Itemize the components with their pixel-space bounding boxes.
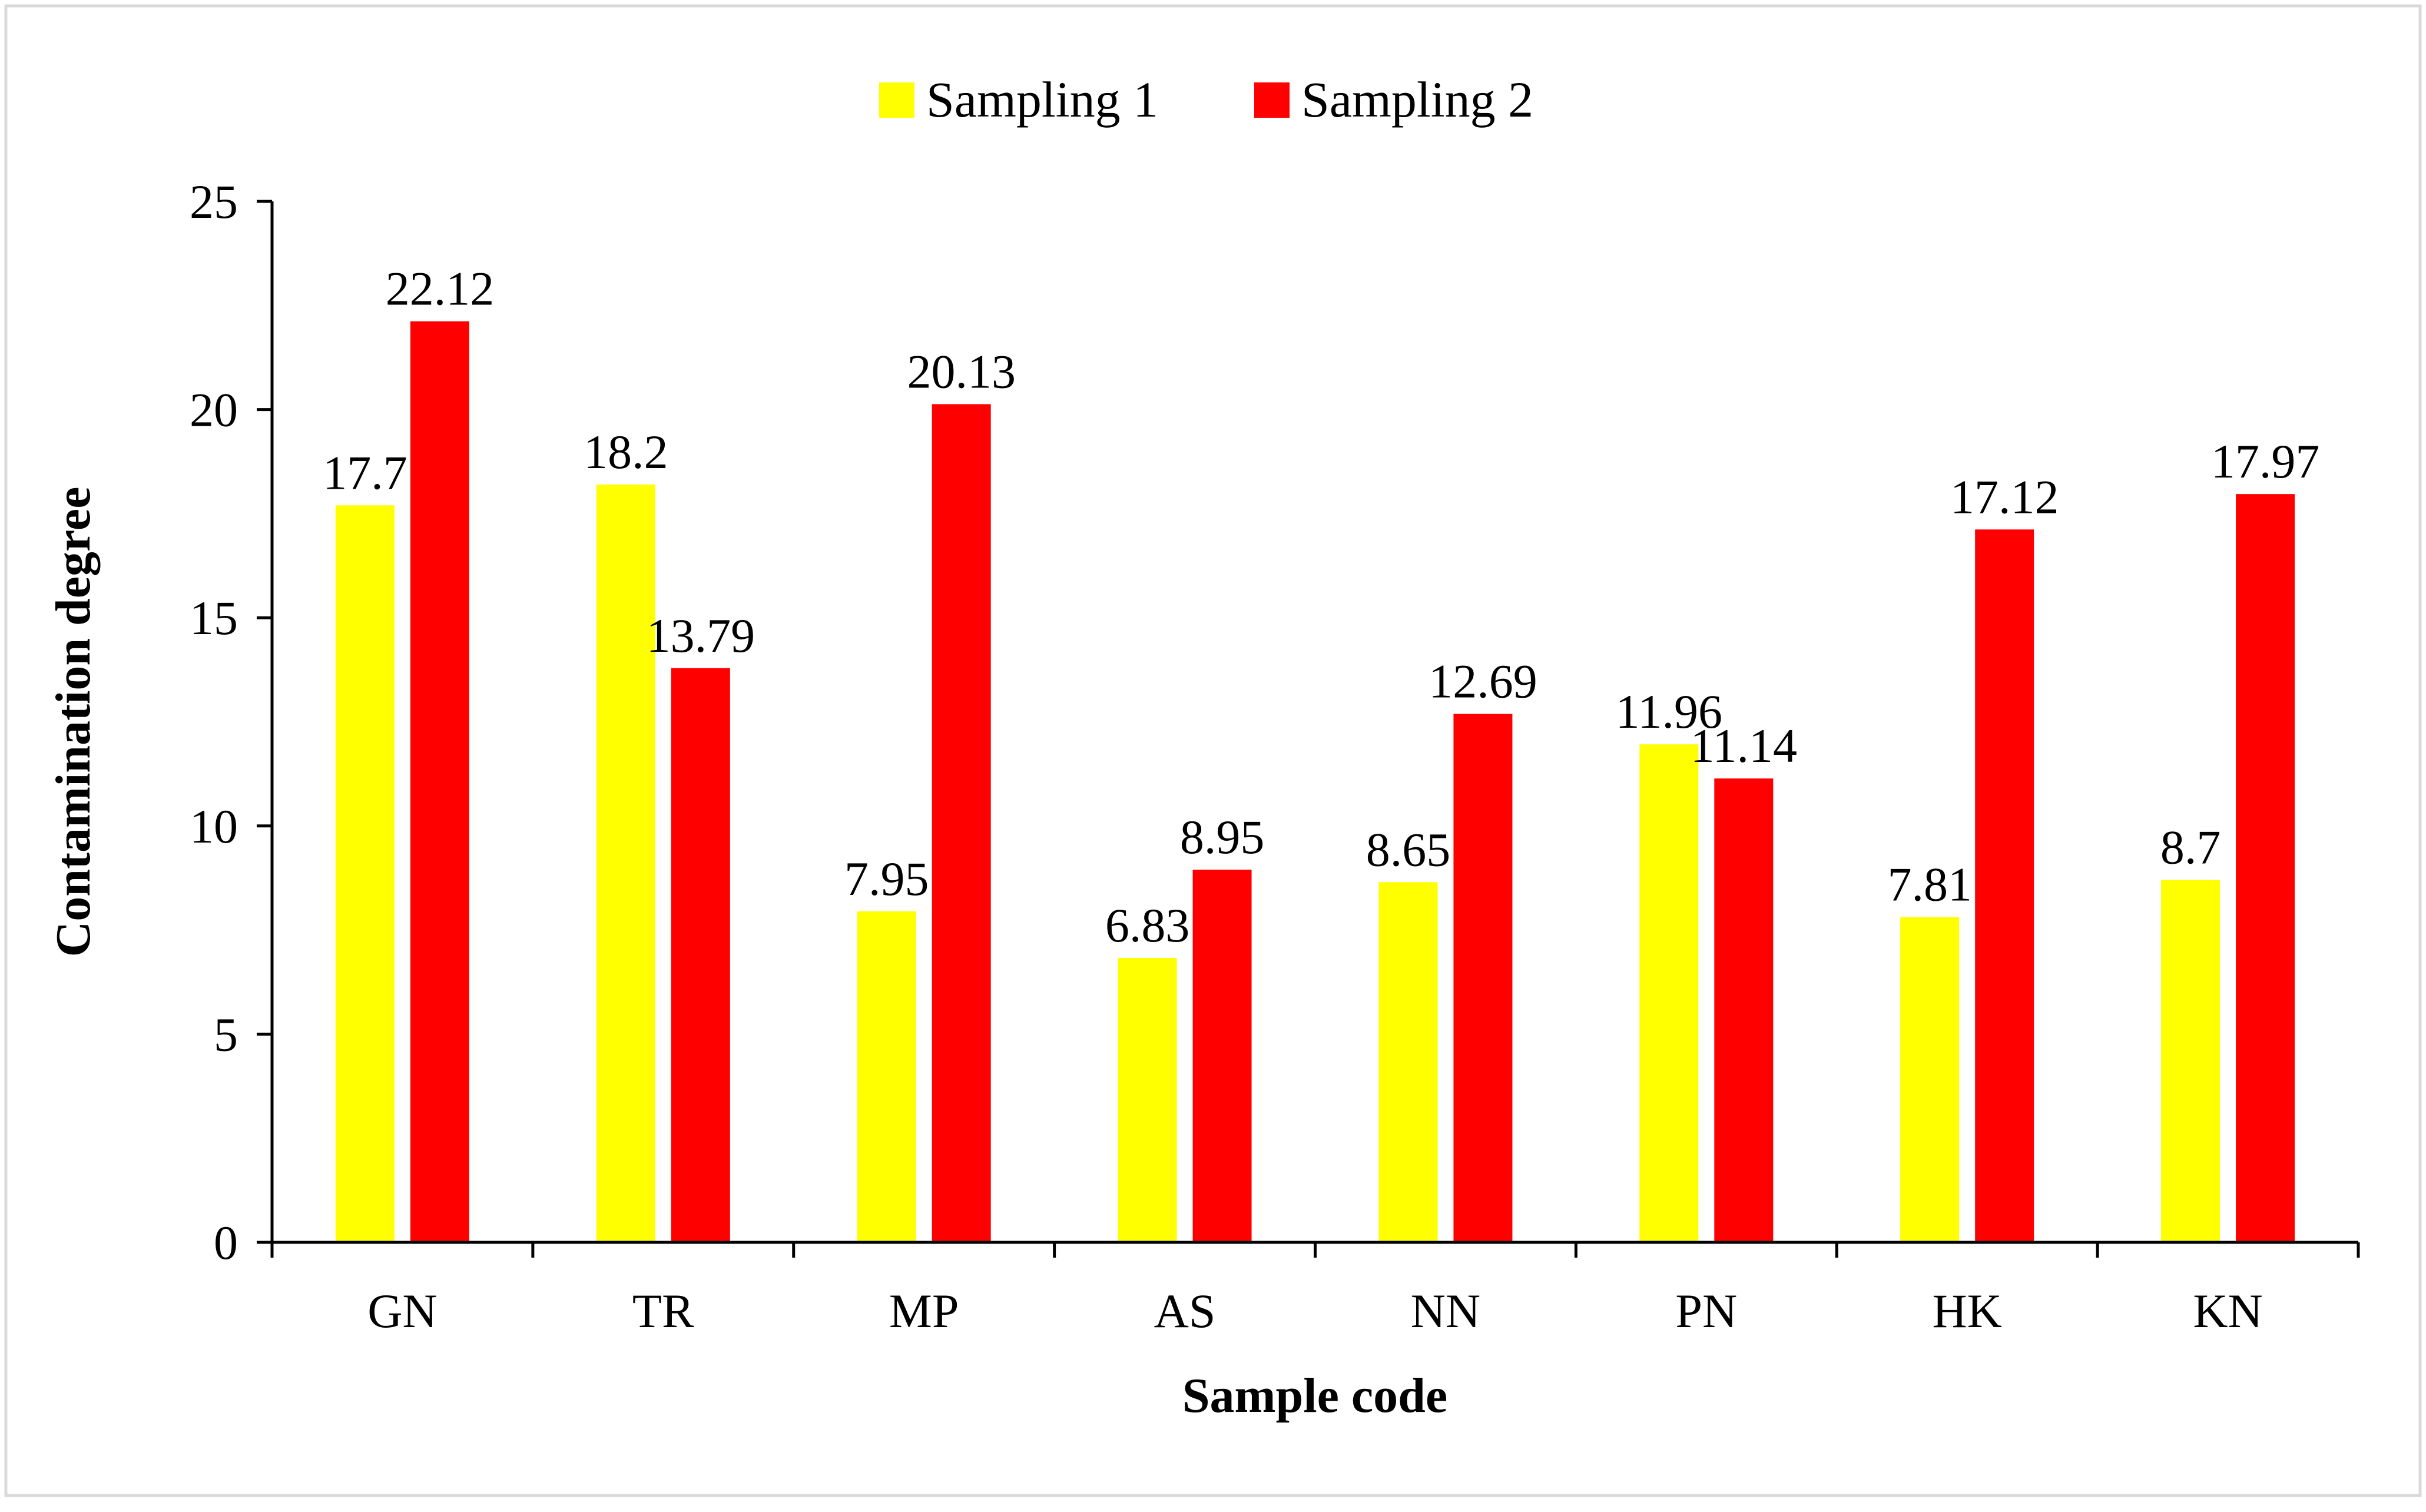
x-tick-label: KN [2193, 1284, 2262, 1338]
x-axis-ticks: GN TR MP AS NN PN HK KN [270, 1242, 2360, 1338]
bar-1 [1900, 917, 1960, 1242]
data-label: 17.97 [2211, 435, 2320, 488]
y-tick-label: 10 [190, 800, 238, 853]
x-axis-title: Sample code [1182, 1368, 1447, 1423]
bar-2 [671, 668, 730, 1242]
bar-2 [1453, 714, 1513, 1242]
data-label: 17.12 [1950, 470, 2059, 523]
bar-2 [1975, 529, 2034, 1242]
x-tick-label: HK [1932, 1284, 2001, 1338]
bar-1 [857, 911, 916, 1242]
x-tick-label: MP [889, 1284, 959, 1338]
bar-1 [335, 505, 395, 1242]
y-tick-label: 0 [214, 1216, 238, 1269]
bar-1 [1378, 882, 1438, 1242]
data-label: 18.2 [584, 425, 668, 479]
legend-label: Sampling 1 [926, 71, 1158, 128]
y-tick-label: 5 [214, 1007, 238, 1061]
bar-1 [596, 484, 655, 1242]
data-label: 8.7 [2160, 821, 2221, 874]
data-labels: 17.7 18.2 7.95 6.83 8.65 11.96 7.81 8.7 22.12 13.… [323, 262, 2319, 952]
data-label: 7.95 [844, 852, 929, 906]
data-label: 17.7 [323, 446, 407, 499]
bars [335, 321, 2295, 1242]
x-tick-label: TR [632, 1284, 694, 1338]
y-axis-title: Contamination degree [46, 487, 101, 957]
data-label: 7.81 [1887, 858, 1972, 911]
data-label: 11.14 [1691, 719, 1797, 772]
data-label: 11.96 [1616, 685, 1722, 738]
data-label: 6.83 [1105, 898, 1190, 952]
legend: Sampling 1 Sampling 2 [879, 71, 1533, 128]
data-label: 8.65 [1366, 823, 1451, 876]
legend-swatch [1254, 82, 1290, 118]
x-tick-label: PN [1675, 1284, 1737, 1338]
bar-2 [1714, 778, 1774, 1242]
y-tick-label: 20 [190, 383, 238, 437]
x-tick-label: GN [367, 1284, 437, 1338]
data-label: 13.79 [647, 609, 755, 662]
legend-label: Sampling 2 [1301, 71, 1533, 128]
bar-1 [1118, 957, 1177, 1242]
data-label: 20.13 [907, 344, 1016, 398]
data-label: 22.12 [386, 262, 495, 316]
bar-2 [932, 404, 991, 1242]
y-axis-ticks: 0 5 10 15 20 25 [190, 175, 272, 1269]
bar-2 [2236, 494, 2295, 1242]
bar-2 [1192, 870, 1252, 1242]
bar-2 [410, 321, 469, 1242]
bar-1 [1639, 744, 1699, 1242]
x-tick-label: AS [1154, 1284, 1216, 1338]
y-tick-label: 15 [190, 591, 238, 645]
data-label: 8.95 [1180, 810, 1265, 864]
bar-1 [2161, 880, 2220, 1242]
y-tick-label: 25 [190, 175, 238, 228]
x-tick-label: NN [1411, 1284, 1480, 1338]
legend-swatch [879, 82, 914, 118]
data-label: 12.69 [1429, 655, 1537, 708]
